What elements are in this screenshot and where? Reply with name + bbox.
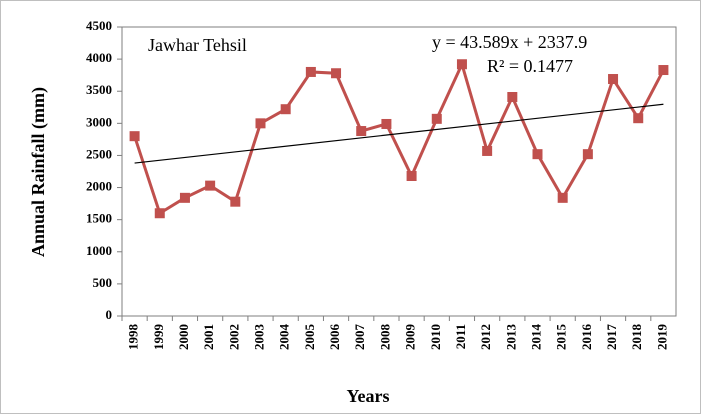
x-tick-label: 2018 [629, 324, 644, 351]
y-tick-label: 2000 [86, 179, 112, 194]
trend-r2: R² = 0.1477 [487, 56, 573, 76]
data-point [280, 104, 291, 115]
data-point [406, 170, 417, 181]
data-point [179, 192, 190, 203]
data-point [230, 196, 241, 207]
data-point [582, 149, 593, 160]
y-tick-label: 3000 [86, 114, 112, 129]
data-point [633, 113, 644, 124]
y-tick-label: 0 [106, 307, 113, 322]
data-point [305, 66, 316, 77]
data-point [255, 118, 266, 129]
y-axis-label: Annual Rainfall (mm) [28, 87, 49, 257]
x-tick-label: 2003 [251, 324, 266, 351]
x-tick-label: 2004 [277, 324, 292, 351]
y-tick-label: 500 [93, 275, 113, 290]
y-tick-label: 3500 [86, 82, 112, 97]
x-tick-label: 2014 [528, 324, 543, 351]
y-tick-label: 4500 [86, 18, 112, 33]
x-tick-label: 2001 [201, 324, 216, 350]
trend-equation: y = 43.589x + 2337.9 [432, 32, 587, 52]
y-tick-label: 1000 [86, 243, 112, 258]
data-point [381, 118, 392, 129]
x-tick-label: 2006 [327, 324, 342, 351]
x-tick-label: 2015 [554, 324, 569, 351]
data-point [658, 65, 669, 76]
x-tick-label: 2000 [176, 324, 191, 350]
x-tick-label: 2016 [579, 324, 594, 351]
x-tick-label: 2019 [654, 324, 669, 351]
x-tick-label: 2005 [302, 324, 317, 351]
x-axis-label: Years [347, 386, 390, 406]
data-point [456, 59, 467, 70]
data-line [133, 59, 665, 216]
x-tick-label: 1999 [151, 324, 166, 351]
data-point [154, 208, 165, 219]
y-tick-label: 1500 [86, 211, 112, 226]
x-tick-label: 2007 [352, 324, 367, 351]
data-point [331, 68, 342, 79]
x-tick-label: 2013 [503, 324, 518, 351]
y-tick-label: 2500 [86, 146, 112, 161]
trendline [134, 103, 664, 164]
x-tick-label: 2008 [377, 324, 392, 351]
x-tick-label: 2009 [403, 324, 418, 351]
x-tick-label: 2010 [428, 324, 443, 350]
data-point [431, 113, 442, 124]
data-point [129, 131, 140, 142]
data-point [507, 92, 518, 103]
annotation: Jawhar Tehsil [148, 35, 247, 55]
data-point [557, 192, 568, 203]
x-tick-label: 2012 [478, 324, 493, 350]
data-point [532, 149, 543, 160]
x-tick-label: 2002 [226, 324, 241, 350]
data-point [482, 145, 493, 156]
data-point [356, 126, 367, 137]
data-point [608, 74, 619, 85]
y-tick-label: 4000 [86, 50, 112, 65]
x-tick-label: 1998 [126, 324, 141, 351]
x-tick-label: 2017 [604, 324, 619, 351]
data-point [205, 180, 216, 191]
x-tick-label: 2011 [453, 324, 468, 349]
